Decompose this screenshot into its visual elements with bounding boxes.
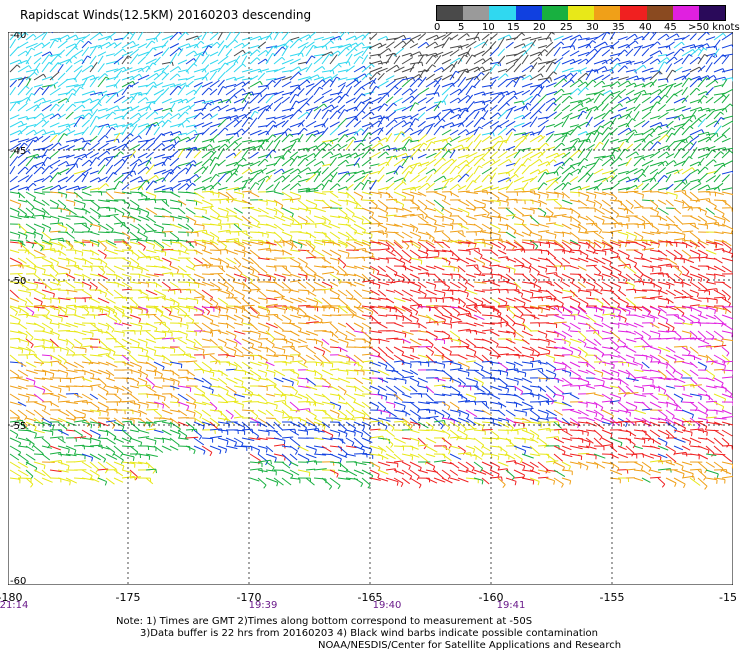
wind-barb-flag — [507, 226, 508, 230]
wind-map-svg: -40 -45 -50 -55 -60 — [8, 32, 733, 585]
legend-swatch — [673, 6, 699, 20]
wind-map-plot: -40 -45 -50 -55 -60 — [8, 32, 733, 585]
wind-barb-flag — [174, 301, 175, 305]
wind-barb-flag — [478, 265, 479, 269]
wind-barb — [242, 207, 254, 208]
wind-barb-flag — [421, 260, 422, 264]
legend-swatch — [568, 6, 594, 20]
wind-barb — [362, 200, 374, 201]
wind-barb-flag — [268, 234, 269, 238]
wind-barb-flag — [19, 194, 20, 198]
wind-barb-flag — [669, 285, 670, 289]
wind-barb — [162, 240, 171, 241]
wind-barb — [242, 305, 255, 306]
wind-barb — [34, 215, 43, 216]
wind-barb-flag — [213, 191, 214, 195]
legend-swatch — [437, 6, 463, 20]
wind-barb — [162, 232, 173, 233]
wind-barb-flag — [74, 202, 75, 206]
legend-swatch — [620, 6, 646, 20]
wind-barb — [386, 282, 395, 283]
wind-barb-flag — [372, 234, 373, 238]
wind-speed-legend: 0 5 10 15 20 25 30 35 40 45 >50 knots — [436, 5, 726, 31]
wind-barb-flag — [310, 211, 311, 215]
wind-barb-flag — [35, 234, 36, 238]
wind-barb — [434, 298, 443, 299]
wind-barb-flag — [668, 300, 669, 304]
wind-barb-flag — [463, 231, 464, 235]
wind-barb-flag — [219, 194, 220, 198]
wind-barb-flag — [307, 276, 308, 280]
wind-barb-flag — [548, 195, 549, 199]
legend-swatch — [647, 6, 673, 20]
wind-barb-flag — [140, 210, 141, 214]
wind-barb-flag — [532, 293, 533, 297]
wind-barb — [626, 191, 638, 192]
wind-barb-flag — [189, 308, 190, 312]
wind-barb-flag — [700, 208, 701, 212]
wind-barb — [370, 224, 383, 225]
legend-swatch — [594, 6, 620, 20]
legend-swatch — [463, 6, 489, 20]
wind-barb-flag — [684, 234, 685, 238]
wind-barb-flag — [540, 203, 541, 207]
wind-barb-flag — [220, 261, 221, 265]
wind-barb-flag — [270, 277, 271, 281]
wind-barb-flag — [387, 234, 388, 238]
wind-barb — [546, 199, 558, 200]
wind-barb-flag — [244, 285, 245, 289]
wind-barb-flag — [458, 268, 459, 272]
wind-barb-flag — [387, 218, 388, 222]
wind-barb — [586, 265, 597, 266]
legend-swatch — [699, 6, 725, 20]
wind-barb-flag — [243, 194, 244, 198]
wind-barb-flag — [602, 276, 603, 280]
wind-barb-flag — [83, 276, 84, 280]
wind-barb-flag — [627, 210, 628, 214]
wind-barb-flag — [99, 227, 100, 231]
wind-barb-flag — [509, 269, 510, 273]
wind-barb — [10, 274, 23, 275]
wind-barb-flag — [533, 245, 534, 249]
wind-barb-flag — [82, 252, 83, 256]
wind-barb-flag — [69, 260, 70, 264]
wind-barb-flag — [572, 210, 573, 214]
wind-barb-flag — [459, 300, 460, 304]
wind-barb-flag — [453, 297, 454, 301]
legend-swatch — [489, 6, 515, 20]
wind-barb — [570, 192, 579, 193]
wind-barb — [146, 306, 158, 307]
legend-swatch — [542, 6, 568, 20]
wind-barb-flag — [85, 260, 86, 264]
wind-barb — [474, 207, 485, 208]
wind-barb-flag — [166, 200, 167, 204]
wind-barb — [154, 200, 166, 201]
wind-barb-flag — [524, 249, 525, 253]
wind-barb-flag — [500, 202, 501, 206]
legend-color-bar — [436, 5, 726, 21]
wind-barb-flag — [70, 211, 71, 215]
wind-barb — [210, 274, 223, 275]
wind-barb-flag — [276, 202, 277, 206]
legend-swatch — [516, 6, 542, 20]
map-title: Rapidscat Winds(12.5KM) 20160203 descend… — [20, 8, 311, 22]
wind-barb-flag — [508, 202, 509, 206]
wind-barb-flag — [37, 284, 38, 288]
wind-barb-flag — [188, 219, 189, 223]
wind-barb — [586, 223, 597, 224]
wind-barb — [90, 266, 103, 267]
wind-barb — [34, 306, 46, 307]
wind-barb-flag — [663, 273, 664, 277]
wind-barb — [250, 289, 261, 290]
wind-barb-flag — [716, 244, 717, 248]
wind-barb — [634, 281, 643, 282]
wind-barb-flag — [23, 265, 24, 269]
wind-barb-flag — [181, 203, 182, 207]
wind-barb-flag — [30, 293, 31, 297]
wind-barb-flag — [338, 260, 339, 264]
wind-barb — [66, 298, 75, 299]
wind-barb — [178, 274, 191, 275]
